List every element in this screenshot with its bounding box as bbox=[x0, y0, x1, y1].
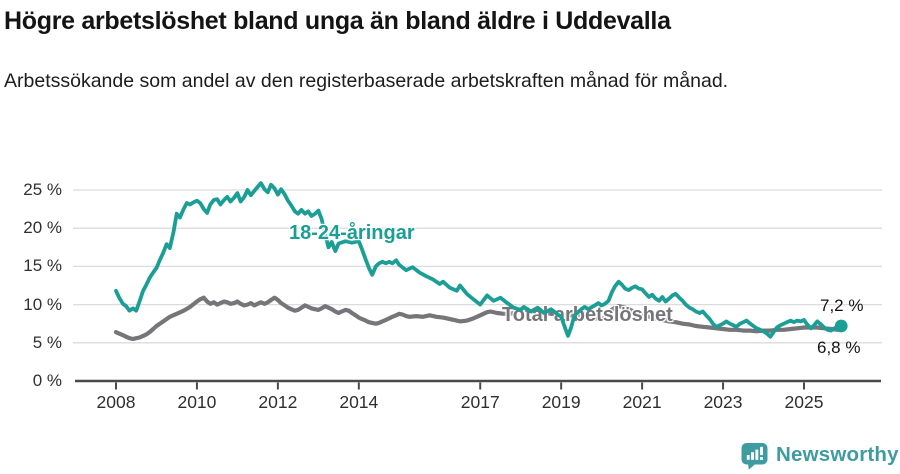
x-tick-label: 2023 bbox=[703, 392, 743, 412]
y-tick-label: 15 % bbox=[23, 256, 62, 276]
logo-bar-3 bbox=[755, 449, 759, 460]
logo-exclamation-bar bbox=[760, 446, 763, 455]
x-tick-label: 2019 bbox=[541, 392, 581, 412]
x-tick-label: 2021 bbox=[622, 392, 662, 412]
newsworthy-wordmark: Newsworthy bbox=[776, 442, 899, 466]
chart-subtitle: Arbetssökande som andel av den registerb… bbox=[4, 70, 729, 92]
x-tick-label: 2025 bbox=[784, 392, 824, 412]
logo-bar-2 bbox=[751, 451, 754, 460]
x-tick-label: 2010 bbox=[177, 392, 217, 412]
end-value-label-18-24: 7,2 % bbox=[820, 296, 864, 315]
logo-bar-1 bbox=[746, 454, 750, 460]
y-tick-label: 10 % bbox=[23, 294, 62, 314]
x-tick-label: 2017 bbox=[460, 392, 500, 412]
x-tick-label: 2008 bbox=[96, 392, 136, 412]
end-value-label-total: 6,8 % bbox=[817, 338, 861, 357]
series-line-total bbox=[113, 295, 844, 342]
newsworthy-icon bbox=[741, 442, 768, 470]
chart-title: Högre arbetslöshet bland unga än bland ä… bbox=[4, 7, 671, 35]
y-tick-label: 20 % bbox=[23, 218, 62, 238]
series-line-18-24 bbox=[114, 181, 844, 339]
y-tick-label: 0 % bbox=[32, 371, 62, 390]
logo-exclamation-dot bbox=[760, 456, 763, 460]
y-tick-label: 5 % bbox=[32, 332, 62, 352]
y-tick-label: 25 % bbox=[23, 180, 62, 199]
series-end-dot-18-24 bbox=[834, 319, 848, 333]
x-tick-label: 2012 bbox=[258, 392, 298, 412]
x-tick-label: 2014 bbox=[339, 392, 379, 412]
series-label-18-24: 18-24-åringar bbox=[289, 222, 415, 244]
newsworthy-logo[interactable]: Newsworthy bbox=[740, 439, 899, 470]
series-label-total: Total arbetslöshet bbox=[502, 304, 673, 326]
